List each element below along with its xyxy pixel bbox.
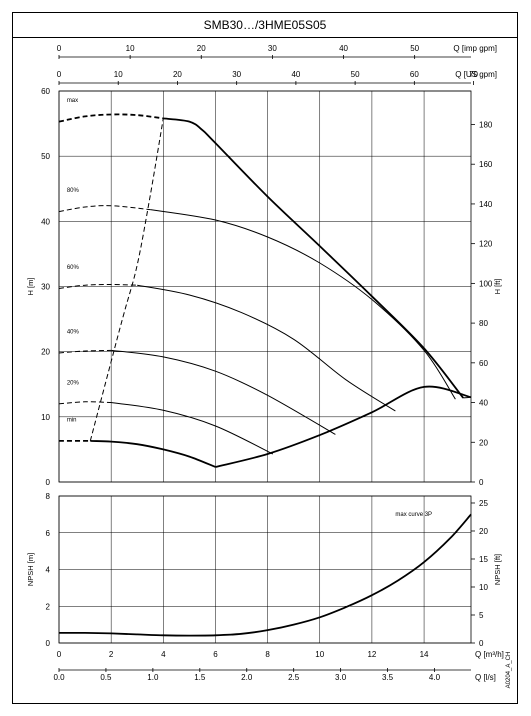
bottom-axis-tick-label: 6 bbox=[213, 650, 218, 659]
speed-label: min bbox=[67, 417, 77, 423]
bottom-axis-tick-label: 0.5 bbox=[100, 673, 112, 682]
bottom-axis-tick-label: 1.5 bbox=[194, 673, 206, 682]
bottom-axis-tick-label: 12 bbox=[367, 650, 376, 659]
top-axis-label: Q [US gpm] bbox=[455, 70, 497, 79]
y-right-tick-label: 0 bbox=[479, 478, 484, 487]
y-right-tick-label: 20 bbox=[479, 438, 488, 447]
top-axis-tick-label: 0 bbox=[57, 44, 62, 53]
y-right-tick-label: 100 bbox=[479, 279, 493, 288]
series-line-80pct bbox=[150, 209, 456, 400]
y-right-tick-label: 140 bbox=[479, 200, 493, 209]
series-line-max bbox=[163, 117, 464, 399]
series-dashed-limit bbox=[89, 118, 164, 442]
top-axis-tick-label: 50 bbox=[351, 70, 360, 79]
y-right-axis-label: H [ft] bbox=[493, 279, 502, 295]
npsh-y-tick-label: 6 bbox=[46, 529, 51, 538]
y-tick-label: 60 bbox=[41, 87, 50, 96]
series-line-20pct bbox=[111, 402, 274, 455]
y-tick-label: 30 bbox=[41, 283, 50, 292]
top-axis-tick-label: 70 bbox=[469, 70, 478, 79]
speed-label: 60% bbox=[67, 265, 80, 271]
series-line-40pct bbox=[111, 349, 336, 435]
top-axis-tick-label: 20 bbox=[173, 70, 182, 79]
npsh-y-tick-label: 2 bbox=[46, 602, 51, 611]
npsh-y-right-tick-label: 15 bbox=[479, 555, 488, 564]
npsh-y-tick-label: 8 bbox=[46, 492, 51, 501]
y-right-tick-label: 160 bbox=[479, 160, 493, 169]
speed-label: 40% bbox=[67, 329, 80, 335]
npsh-series-line bbox=[58, 513, 472, 637]
y-right-tick-label: 120 bbox=[479, 240, 493, 249]
npsh-y-tick-label: 4 bbox=[46, 566, 51, 575]
series-dashed-40pct bbox=[58, 349, 112, 354]
bottom-axis-tick-label: 0.0 bbox=[53, 673, 65, 682]
bottom-axis-tick-label: 4.0 bbox=[429, 673, 441, 682]
bottom-axis-tick-label: 10 bbox=[315, 650, 324, 659]
npsh-plot-border bbox=[58, 495, 472, 644]
bottom-axis-tick-label: 2.5 bbox=[288, 673, 300, 682]
bottom-axis-tick-label: 2.0 bbox=[241, 673, 253, 682]
y-tick-label: 10 bbox=[41, 413, 50, 422]
top-axis-tick-label: 10 bbox=[114, 70, 123, 79]
top-axis-tick-label: 40 bbox=[291, 70, 300, 79]
series-line-min-to-max-boundary bbox=[215, 385, 472, 468]
series-line-min bbox=[90, 440, 216, 468]
series-dashed-60pct bbox=[58, 283, 138, 289]
speed-label: max bbox=[67, 98, 78, 104]
series-dashed-20pct bbox=[58, 401, 112, 405]
top-axis-tick-label: 60 bbox=[410, 70, 419, 79]
chart-title: SMB30…/3HME05S05 bbox=[12, 12, 518, 38]
series-line-60pct bbox=[137, 284, 396, 412]
head-plot-border bbox=[58, 90, 472, 483]
bottom-axis-tick-label: 3.0 bbox=[335, 673, 347, 682]
bottom-axis-tick-label: 14 bbox=[420, 650, 429, 659]
npsh-y-right-tick-label: 25 bbox=[479, 499, 488, 508]
footer-code: A0204_A_CH bbox=[506, 652, 512, 689]
y-tick-label: 50 bbox=[41, 152, 50, 161]
y-right-tick-label: 80 bbox=[479, 319, 488, 328]
npsh-annotation: max curve 3P bbox=[395, 512, 432, 518]
npsh-y-axis-label: NPSH [m] bbox=[26, 553, 35, 586]
npsh-y-right-tick-label: 20 bbox=[479, 527, 488, 536]
y-tick-label: 40 bbox=[41, 217, 50, 226]
bottom-axis-label: Q [l/s] bbox=[475, 673, 496, 682]
top-axis-tick-label: 50 bbox=[410, 44, 419, 53]
bottom-axis-tick-label: 1.0 bbox=[147, 673, 159, 682]
series-dashed-80pct bbox=[58, 205, 151, 213]
npsh-y-right-tick-label: 0 bbox=[479, 639, 484, 648]
y-axis-label: H [m] bbox=[26, 278, 35, 296]
y-tick-label: 0 bbox=[46, 478, 51, 487]
bottom-axis-tick-label: 3.5 bbox=[382, 673, 394, 682]
y-right-tick-label: 180 bbox=[479, 120, 493, 129]
chart-frame bbox=[12, 12, 518, 704]
bottom-axis-tick-label: 0 bbox=[57, 650, 62, 659]
bottom-axis-label: Q [m³/h] bbox=[475, 650, 504, 659]
top-axis-tick-label: 20 bbox=[197, 44, 206, 53]
top-axis-tick-label: 0 bbox=[57, 70, 62, 79]
speed-label: 20% bbox=[67, 380, 80, 386]
bottom-axis-tick-label: 8 bbox=[265, 650, 270, 659]
speed-label: 80% bbox=[67, 188, 80, 194]
series-line-max-speed-limit bbox=[463, 396, 472, 399]
npsh-y-right-axis-label: NPSH [ft] bbox=[493, 554, 502, 585]
top-axis-tick-label: 40 bbox=[339, 44, 348, 53]
top-axis-label: Q [imp gpm] bbox=[453, 44, 497, 53]
y-right-tick-label: 40 bbox=[479, 399, 488, 408]
top-axis-tick-label: 30 bbox=[232, 70, 241, 79]
y-tick-label: 20 bbox=[41, 348, 50, 357]
top-axis-tick-label: 10 bbox=[126, 44, 135, 53]
top-axis-tick-label: 30 bbox=[268, 44, 277, 53]
npsh-y-right-tick-label: 5 bbox=[479, 611, 484, 620]
npsh-y-right-tick-label: 10 bbox=[479, 583, 488, 592]
npsh-y-tick-label: 0 bbox=[46, 639, 51, 648]
bottom-axis-tick-label: 2 bbox=[109, 650, 114, 659]
bottom-axis-tick-label: 4 bbox=[161, 650, 166, 659]
y-right-tick-label: 60 bbox=[479, 359, 488, 368]
series-dashed-max bbox=[58, 113, 164, 123]
